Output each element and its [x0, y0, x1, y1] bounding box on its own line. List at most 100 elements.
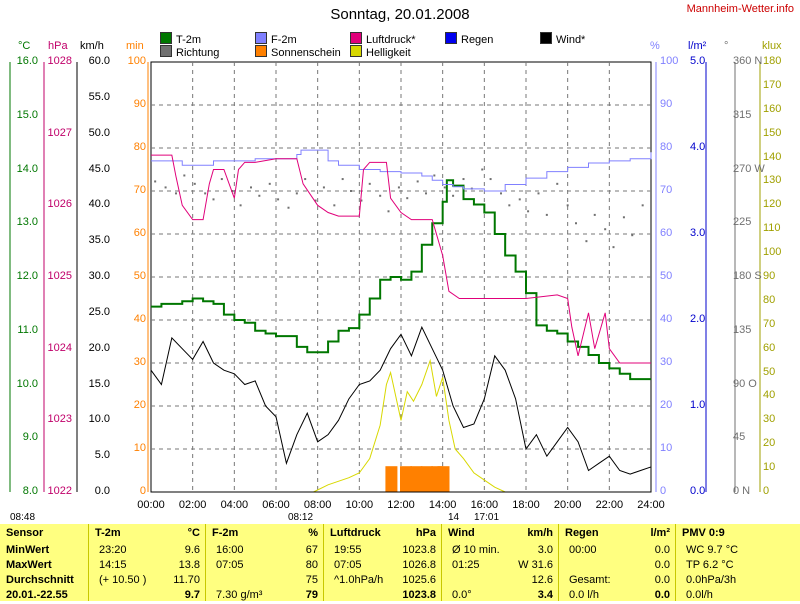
axis-tick-rain: 5.0: [690, 55, 706, 67]
axis-tick-wind: 0.0: [94, 485, 110, 497]
direction-point: [489, 178, 492, 181]
legend-label: Wind*: [556, 34, 586, 46]
legend-item: Sonnenschein: [255, 45, 341, 59]
table-cell-time: 7.30 g/m³: [216, 589, 263, 601]
table-cell-time: Gesamt:: [569, 574, 611, 586]
sunshine-bar: [420, 466, 433, 492]
axis-tick-wind: 30.0: [88, 270, 110, 282]
table-cell-value: 75: [305, 574, 318, 586]
table-cell-value: 0.0: [654, 574, 670, 586]
direction-point: [452, 194, 455, 197]
legend-label: F-2m: [271, 34, 297, 46]
table-cell-time: Ø 10 min.: [452, 544, 500, 556]
axis-tick-wind: 60.0: [88, 55, 110, 67]
series-line-f-2m: [151, 149, 652, 192]
table-row: 0.0 l/h 0.0: [559, 589, 676, 604]
axis-tick-press: 1024: [47, 341, 72, 354]
table-header: Regen: [565, 527, 599, 539]
direction-point: [406, 197, 409, 200]
table-row: 14:15 13.8: [89, 559, 206, 574]
table-cell-value: 0.0: [654, 544, 670, 556]
table-row: 19:55 1023.8: [324, 544, 442, 559]
axis-tick-dir: 90 O: [733, 377, 757, 390]
axis-unit-dir: °: [724, 40, 729, 52]
table-row: 0.0l/h: [676, 589, 800, 604]
table-row: 0.0: [559, 559, 676, 574]
series-line-wind-: [150, 325, 652, 475]
table-row: 01:25 W 31.6: [442, 559, 559, 574]
axis-tick-wind: 15.0: [88, 377, 110, 390]
direction-point: [268, 182, 271, 185]
table-block-wind: Wind km/h Ø 10 min. 3.0 01:25 W 31.6 12.6 0.0° 3…: [441, 524, 559, 601]
table-cell-value: 1023.8: [402, 544, 436, 556]
axis-tick-sun: 40: [133, 313, 146, 325]
direction-point: [287, 206, 290, 209]
table-header: F-2m: [212, 527, 239, 539]
direction-point: [368, 182, 371, 185]
direction-point: [500, 192, 502, 195]
direction-point: [641, 204, 644, 207]
table-cell-time: 07:05: [334, 559, 362, 571]
table-block-press: Luftdruck hPa 19:55 1023.8 07:05 1026.8 ^1.0hP…: [323, 524, 442, 601]
axis-tick-hum: 100: [660, 55, 679, 67]
axis-tick-press: 1022: [47, 485, 72, 497]
axis-tick-hum: 0: [660, 485, 667, 497]
axis-tick-dir: 180 S: [733, 270, 762, 282]
axis-tick-sun: 60: [133, 227, 146, 239]
table-cell-time: 07:05: [216, 559, 244, 571]
sunset-marker: 17:01: [474, 512, 500, 523]
axis-unit-temp: °C: [18, 40, 31, 52]
axis-tick-sun: 30: [133, 356, 146, 368]
table-cell-value: 80: [305, 559, 318, 571]
axis-tick-wind: 20.0: [88, 341, 110, 354]
axis-tick-wind: 45.0: [88, 162, 110, 175]
axis-tick-temp: 8.0: [22, 485, 38, 497]
direction-point: [416, 180, 419, 183]
x-tick-label: 24:00: [637, 499, 665, 511]
legend-label: T-2m: [176, 34, 202, 46]
axis-tick-hum: 60: [660, 227, 673, 239]
direction-point: [527, 210, 530, 213]
x-tick-label: 10:00: [345, 499, 374, 511]
table-cell-value: 12.6: [531, 574, 553, 586]
axis-tick-wind: 35.0: [88, 234, 110, 247]
table-row: 12.6: [442, 574, 559, 589]
axis-tick-hum: 30: [660, 356, 673, 368]
legend-item: Helligkeit: [350, 45, 411, 59]
table-row: TP 6.2 °C: [676, 559, 800, 574]
axis-tick-hum: 90: [660, 98, 673, 110]
axis-tick-lux: 50: [763, 365, 776, 378]
table-cell-value: 0.0l/h: [686, 589, 713, 601]
axis-tick-hum: 70: [660, 184, 673, 196]
direction-point: [545, 213, 548, 216]
direction-point: [575, 222, 577, 225]
legend-item: Richtung: [160, 45, 219, 59]
axis-tick-sun: 90: [133, 98, 146, 110]
axis-tick-lux: 180: [763, 55, 782, 67]
table-cell-value: 11.70: [173, 574, 200, 586]
legend-swatch: [540, 32, 552, 44]
min-label: MinWert: [6, 544, 50, 556]
statistics-table: Sensor MinWert MaxWert Durchschnitt 20.0…: [0, 524, 800, 601]
axis-tick-wind: 10.0: [88, 413, 110, 426]
table-cell-time: 23:20: [99, 544, 127, 556]
direction-point: [379, 194, 382, 197]
table-cell-time: 14:15: [99, 559, 127, 571]
legend-swatch: [255, 32, 267, 44]
legend-item: F-2m: [255, 32, 297, 46]
weather-chart: [9, 61, 761, 493]
site-link[interactable]: Mannheim-Wetter.info: [686, 3, 794, 15]
direction-point: [212, 198, 215, 201]
table-row: WC 9.7 °C: [676, 544, 800, 559]
axis-tick-lux: 160: [763, 102, 782, 115]
axis-tick-press: 1027: [47, 126, 72, 139]
direction-point: [508, 204, 511, 207]
direction-point: [631, 234, 634, 237]
axis-tick-lux: 80: [763, 293, 776, 306]
direction-point: [204, 192, 207, 195]
axis-tick-sun: 0: [139, 485, 146, 497]
x-tick-label: 18:00: [512, 499, 540, 511]
table-unit: km/h: [527, 527, 553, 539]
direction-point: [341, 178, 344, 181]
table-row: ^1.0hPa/h 1025.6: [324, 574, 442, 589]
